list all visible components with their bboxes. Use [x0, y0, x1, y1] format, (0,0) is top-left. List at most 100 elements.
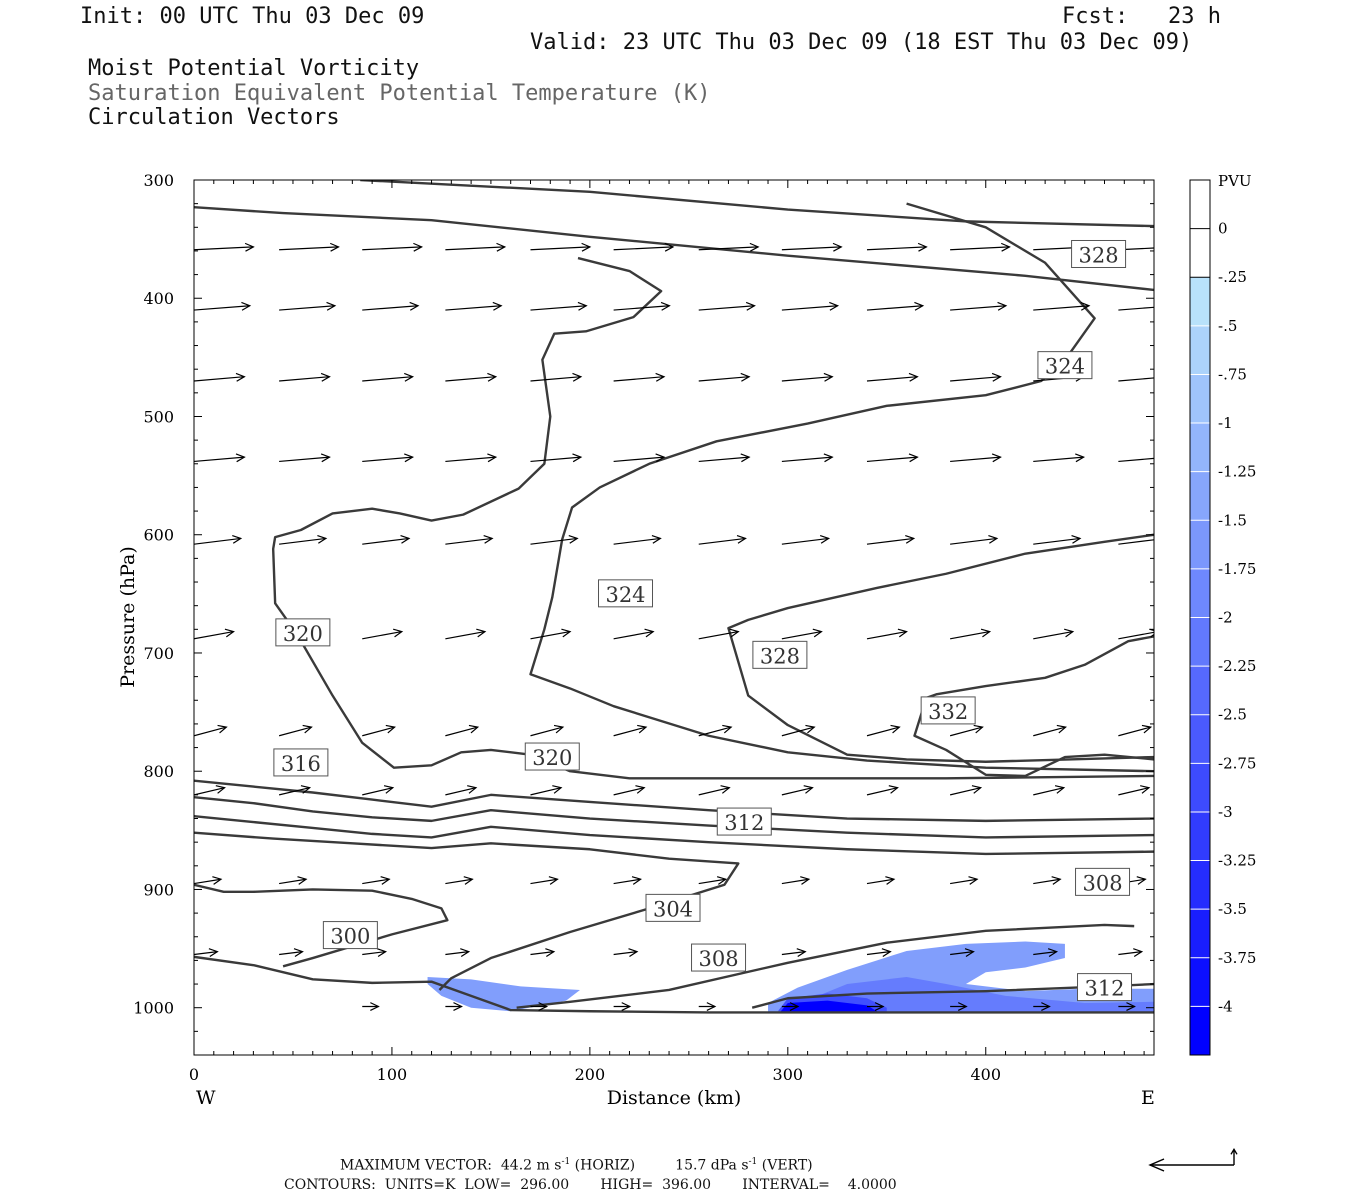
y-tick-label: 600	[143, 526, 174, 545]
vector-arrow	[279, 948, 304, 957]
vector-arrow	[866, 876, 896, 885]
vector-arrow	[950, 1002, 968, 1011]
colorbar-label: -3	[1218, 803, 1233, 821]
colorbar-swatch	[1190, 471, 1210, 521]
theta-contour-8	[194, 814, 1154, 856]
theta-contour-4	[727, 533, 1154, 763]
vector-arrow	[362, 1002, 380, 1011]
vector-arrow	[279, 876, 308, 885]
vector-arrow	[1118, 377, 1154, 382]
x-tick-label: 300	[773, 1065, 804, 1084]
valid-time: Valid: 23 UTC Thu 03 Dec 09 (18 EST Thu …	[530, 30, 1193, 55]
vector-arrow	[278, 724, 313, 737]
vector-arrow	[279, 242, 340, 252]
vector-arrow	[866, 948, 892, 957]
colorbar-label: -1.5	[1218, 511, 1247, 529]
x-tick-label: 200	[575, 1065, 606, 1084]
horiz-unit-exp: -1	[561, 1157, 571, 1167]
vector-arrow	[698, 724, 733, 737]
theta-contour-5	[913, 635, 1154, 778]
vector-arrow	[698, 534, 747, 545]
theta-contour-2	[271, 256, 1154, 780]
vector-arrow	[1118, 785, 1151, 796]
field-title-theta-es: Saturation Equivalent Potential Temperat…	[88, 81, 711, 106]
colorbar-swatch	[1190, 423, 1210, 472]
pv-region-0	[427, 976, 580, 1012]
colorbar-label: -.5	[1218, 317, 1237, 335]
contour-label: 308	[1075, 867, 1131, 896]
axes: 300 400 500 600 700 800 900 1000 0 100 200 300 400	[133, 171, 1154, 1084]
contour-label-text: 324	[1045, 355, 1085, 379]
vector-arrow	[530, 301, 588, 311]
ref-vector-vert-head	[1230, 1147, 1238, 1155]
vector-arrow	[362, 628, 404, 640]
field-title-vectors: Circulation Vectors	[88, 105, 340, 130]
contour-label-text: 320	[532, 746, 572, 770]
contour-label-text: 300	[330, 925, 370, 949]
colorbar-swatch	[1190, 1006, 1210, 1055]
vector-arrow	[1118, 306, 1154, 311]
vector-arrow	[530, 453, 583, 463]
vector-arrow	[279, 301, 337, 311]
theta-contour-3	[529, 202, 1154, 773]
vector-arrow	[362, 534, 411, 545]
colorbar-swatch	[1190, 228, 1210, 278]
vector-arrow	[613, 301, 671, 311]
contour-label: 328	[752, 640, 808, 669]
vector-arrow	[950, 242, 1011, 252]
vector-arrow	[530, 876, 559, 885]
vector-arrow	[950, 372, 1002, 382]
vector-arrow	[1033, 724, 1067, 737]
vector-arrow	[866, 242, 928, 252]
vector-arrow	[194, 372, 246, 382]
vector-arrow	[866, 372, 919, 382]
theta-contour-1	[194, 205, 1154, 292]
colorbar-label: -2.5	[1218, 706, 1247, 724]
colorbar-swatch	[1190, 374, 1210, 424]
colorbar-title: PVU	[1218, 172, 1252, 190]
colorbar-label: 0	[1218, 220, 1228, 238]
vector-arrow	[194, 628, 235, 640]
pv-colorbar: PVU 0 -.25 -.5 -.75 -1 -1.25 -1.5 -1.75 -2 -2.25 -2…	[1189, 172, 1256, 1056]
vector-arrow	[949, 724, 984, 737]
vector-arrow	[445, 372, 498, 382]
colorbar-label: -.25	[1218, 268, 1247, 286]
vector-arrow	[1033, 628, 1075, 640]
vector-arrow	[781, 948, 807, 957]
vector-arrow	[279, 453, 331, 463]
contour-label-text: 312	[1084, 977, 1124, 1001]
colorbar-swatch	[1190, 325, 1210, 375]
contour-label-text: 332	[928, 700, 968, 724]
vector-arrow	[194, 242, 255, 252]
contour-label: 320	[524, 742, 580, 771]
horiz-unit: m s	[536, 1157, 562, 1174]
field-title-pv: Moist Potential Vorticity	[88, 56, 420, 81]
colorbar-label: -3.25	[1218, 852, 1256, 870]
colorbar-swatch	[1190, 860, 1210, 910]
vert-unit-exp: -1	[748, 1157, 758, 1167]
y-axis-label: Pressure (hPa)	[117, 546, 139, 688]
colorbar-label: -1	[1218, 414, 1233, 432]
vector-arrow	[698, 876, 728, 885]
horiz-max-value: 44.2	[500, 1157, 533, 1174]
colorbar-swatch	[1190, 763, 1210, 812]
vector-arrow	[194, 724, 228, 737]
vector-arrow	[866, 301, 925, 311]
east-label: E	[1141, 1087, 1155, 1109]
plot-frame	[193, 179, 1155, 1056]
contour-label: 300	[322, 921, 378, 950]
vector-arrow	[950, 301, 1008, 311]
vector-arrow	[1033, 876, 1062, 885]
contour-label: 324	[1037, 351, 1093, 380]
vector-arrow	[698, 242, 760, 252]
vector-arrow	[445, 948, 471, 957]
vector-arrow	[1118, 724, 1153, 737]
vector-arrow	[194, 948, 219, 957]
vector-arrow	[781, 534, 831, 545]
colorbar-swatch	[1190, 714, 1210, 764]
vector-arrow	[1118, 539, 1154, 545]
vector-arrow	[530, 372, 583, 382]
vector-arrow	[781, 301, 840, 311]
colorbar-label: -3.5	[1218, 900, 1247, 918]
theta-contour-7	[194, 796, 1154, 839]
